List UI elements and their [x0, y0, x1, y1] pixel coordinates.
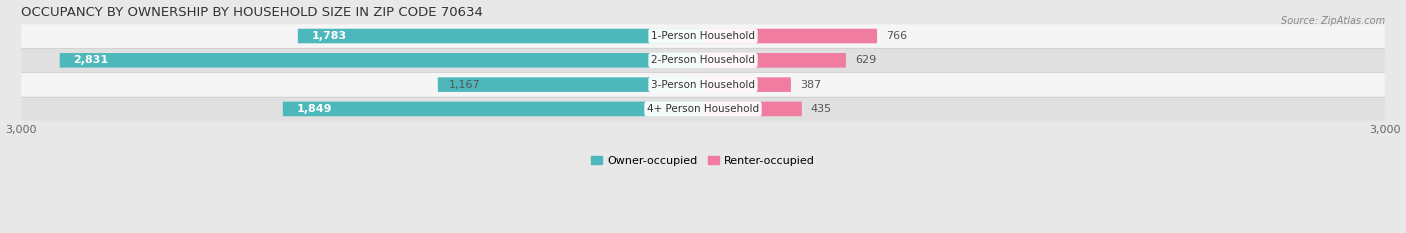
FancyBboxPatch shape [703, 77, 792, 92]
Text: 1,167: 1,167 [449, 80, 481, 90]
FancyBboxPatch shape [437, 77, 703, 92]
Text: OCCUPANCY BY OWNERSHIP BY HOUSEHOLD SIZE IN ZIP CODE 70634: OCCUPANCY BY OWNERSHIP BY HOUSEHOLD SIZE… [21, 6, 484, 19]
FancyBboxPatch shape [59, 53, 703, 68]
Text: 1,783: 1,783 [312, 31, 347, 41]
Text: 387: 387 [800, 80, 821, 90]
FancyBboxPatch shape [283, 102, 703, 116]
FancyBboxPatch shape [703, 53, 846, 68]
Text: 2-Person Household: 2-Person Household [651, 55, 755, 65]
FancyBboxPatch shape [21, 24, 1385, 48]
FancyBboxPatch shape [703, 102, 801, 116]
Text: 766: 766 [886, 31, 907, 41]
FancyBboxPatch shape [703, 29, 877, 43]
Text: Source: ZipAtlas.com: Source: ZipAtlas.com [1281, 16, 1385, 26]
Text: 435: 435 [811, 104, 832, 114]
Legend: Owner-occupied, Renter-occupied: Owner-occupied, Renter-occupied [592, 156, 814, 166]
FancyBboxPatch shape [298, 29, 703, 43]
Text: 4+ Person Household: 4+ Person Household [647, 104, 759, 114]
Text: 1,849: 1,849 [297, 104, 332, 114]
FancyBboxPatch shape [21, 97, 1385, 121]
Text: 3-Person Household: 3-Person Household [651, 80, 755, 90]
Text: 1-Person Household: 1-Person Household [651, 31, 755, 41]
Text: 629: 629 [855, 55, 876, 65]
Text: 2,831: 2,831 [73, 55, 108, 65]
FancyBboxPatch shape [21, 49, 1385, 72]
FancyBboxPatch shape [21, 73, 1385, 96]
